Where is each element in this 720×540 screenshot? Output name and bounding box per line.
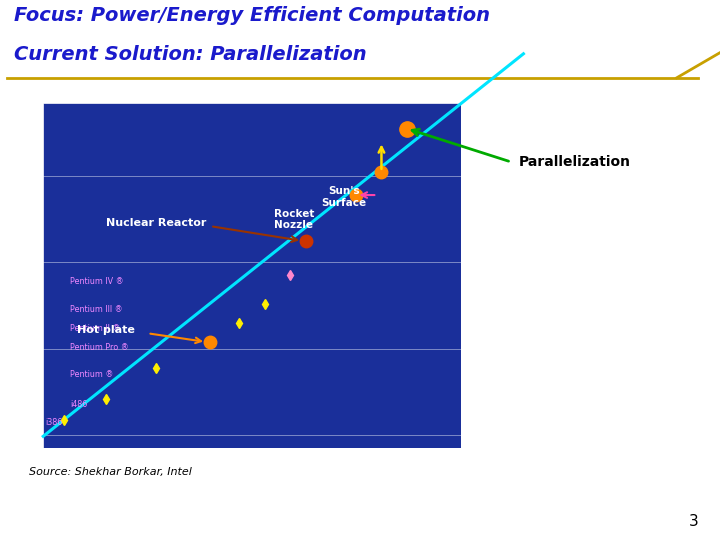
Text: Current Solution: Parallelization: Current Solution: Parallelization <box>14 45 367 64</box>
Text: Pentium ®: Pentium ® <box>71 370 114 379</box>
Text: Pentium II ®: Pentium II ® <box>71 325 121 333</box>
Y-axis label: Watts/cm²: Watts/cm² <box>0 247 8 304</box>
Text: Rocket
Nozzle: Rocket Nozzle <box>274 209 314 231</box>
Text: Nuclear Reactor: Nuclear Reactor <box>106 218 206 228</box>
Text: Source: Shekhar Borkar, Intel: Source: Shekhar Borkar, Intel <box>29 468 192 477</box>
Text: i486: i486 <box>71 400 88 409</box>
Text: Pentium IV ®: Pentium IV ® <box>71 277 124 286</box>
Text: 3: 3 <box>688 514 698 529</box>
Text: Parallelization: Parallelization <box>518 155 631 169</box>
Text: i386: i386 <box>45 417 63 427</box>
Text: Hot plate: Hot plate <box>76 325 135 335</box>
Text: Sun's
Surface: Sun's Surface <box>321 186 366 208</box>
Text: Focus: Power/Energy Efficient Computation: Focus: Power/Energy Efficient Computatio… <box>14 6 490 25</box>
Text: Pentium III ®: Pentium III ® <box>71 305 123 314</box>
Text: Pentium Pro ®: Pentium Pro ® <box>71 343 129 352</box>
